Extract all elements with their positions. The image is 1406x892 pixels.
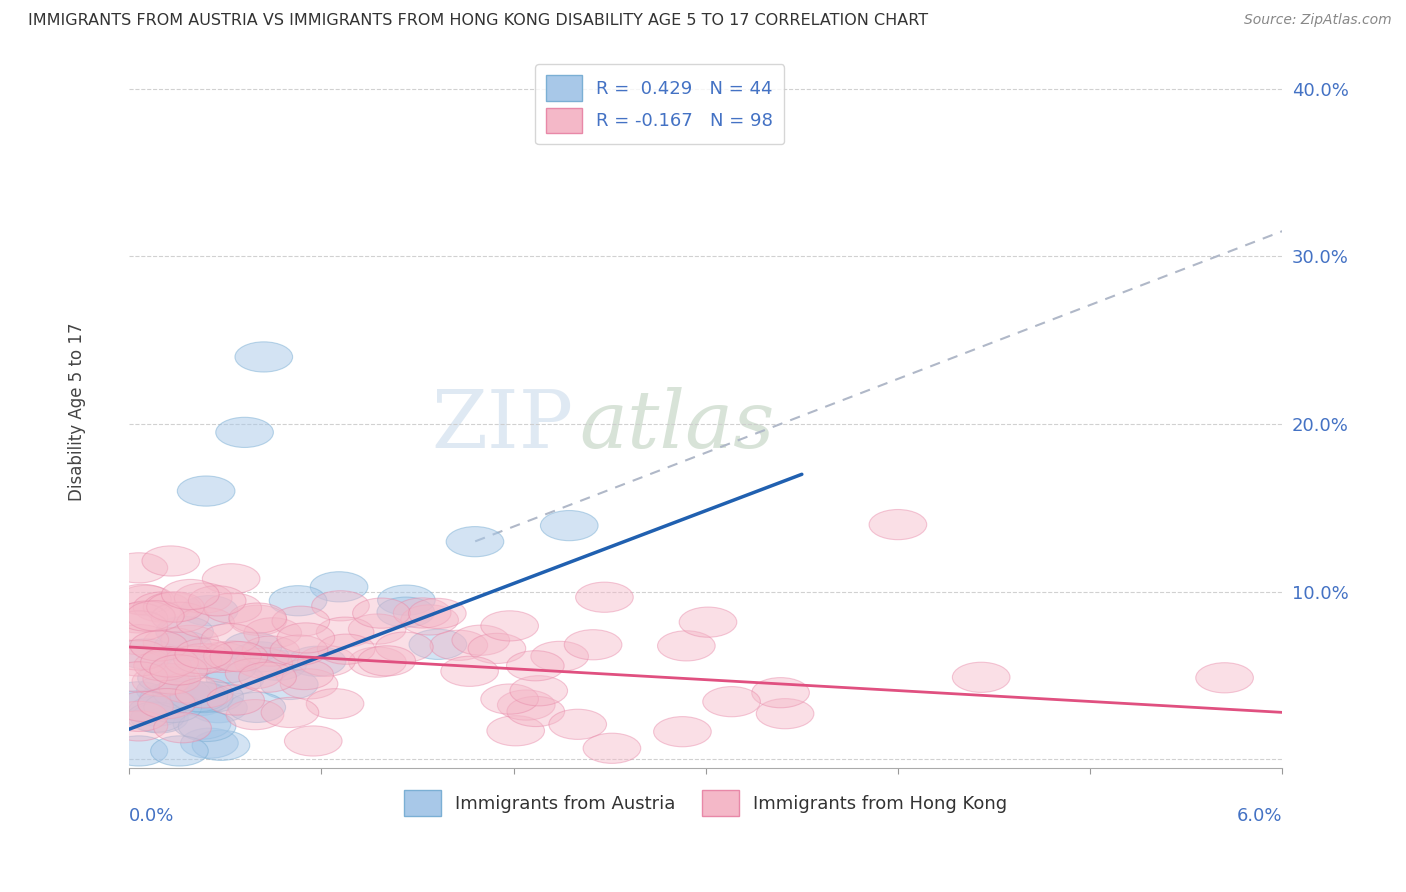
Text: 6.0%: 6.0% — [1237, 807, 1282, 825]
Text: ZIP: ZIP — [432, 386, 574, 465]
Text: 0.0%: 0.0% — [129, 807, 174, 825]
Legend: Immigrants from Austria, Immigrants from Hong Kong: Immigrants from Austria, Immigrants from… — [396, 783, 1014, 822]
Text: atlas: atlas — [579, 387, 775, 465]
Text: Source: ZipAtlas.com: Source: ZipAtlas.com — [1244, 13, 1392, 28]
Text: IMMIGRANTS FROM AUSTRIA VS IMMIGRANTS FROM HONG KONG DISABILITY AGE 5 TO 17 CORR: IMMIGRANTS FROM AUSTRIA VS IMMIGRANTS FR… — [28, 13, 928, 29]
Text: Disability Age 5 to 17: Disability Age 5 to 17 — [69, 322, 86, 500]
